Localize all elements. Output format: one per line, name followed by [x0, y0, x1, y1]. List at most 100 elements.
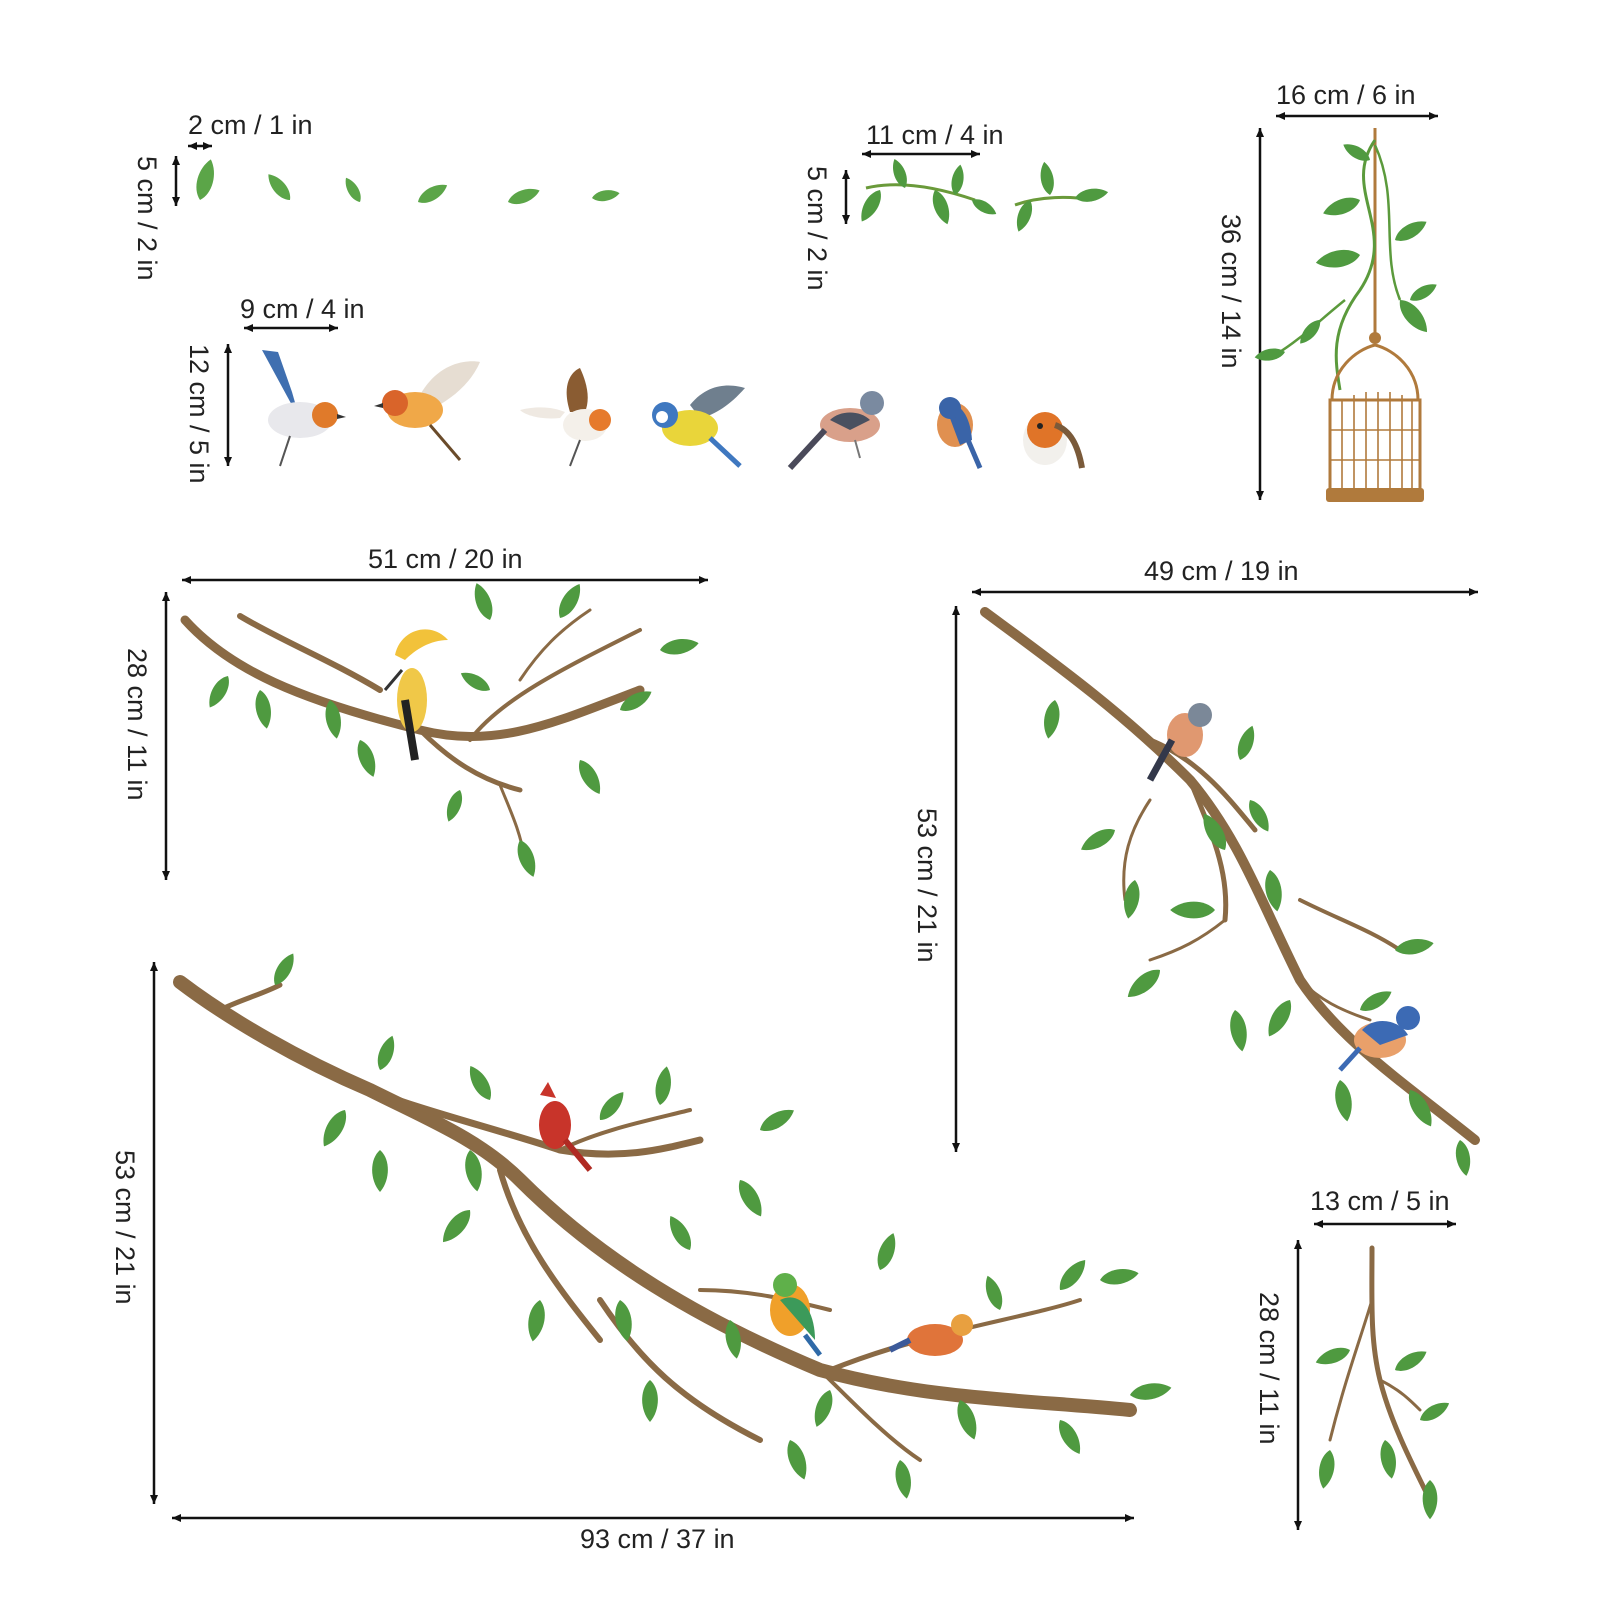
- label-branch-large-height: 53 cm / 21 in: [110, 1150, 140, 1305]
- branch-leaf: [892, 1458, 915, 1500]
- branch-right-decal: [980, 607, 1480, 1178]
- branch-leaf: [573, 756, 606, 798]
- branch-leaf: [1453, 1138, 1474, 1178]
- label-birds-height: 12 cm / 5 in: [184, 344, 214, 484]
- branch-leaf: [756, 1104, 798, 1137]
- small-leaves-set: [192, 157, 621, 208]
- branch-leaf: [981, 1273, 1007, 1313]
- dimension-labels: 2 cm / 1 in 5 cm / 2 in 11 cm / 4 in 5 c…: [110, 80, 1450, 1554]
- bird-blue-tit: [652, 385, 745, 468]
- leaf-decal: [341, 175, 365, 205]
- branch-leaf: [1332, 1078, 1356, 1123]
- label-branch-top-left-height: 28 cm / 11 in: [122, 648, 152, 801]
- branch-leaf: [658, 635, 700, 658]
- bird-blue-flying: [262, 350, 346, 467]
- branch-leaf: [612, 1298, 636, 1343]
- branch-leaf: [353, 737, 381, 780]
- branch-leaf: [1262, 996, 1297, 1041]
- label-small-leaves-width: 2 cm / 1 in: [188, 110, 313, 140]
- vine-leaf: [1391, 215, 1430, 246]
- branch-leaf: [1227, 1008, 1251, 1053]
- branch-leaf: [373, 1033, 399, 1073]
- branch-leaf: [1040, 698, 1063, 740]
- birds-set: [262, 350, 1085, 471]
- label-sprigs-height: 5 cm / 2 in: [802, 166, 832, 291]
- vine-leaf: [1393, 294, 1434, 338]
- vine-leaf: [1320, 193, 1363, 221]
- bird-chaffinch: [787, 391, 884, 471]
- branch-leaf: [1170, 901, 1215, 919]
- bird-rainbow-finch: [770, 1273, 822, 1357]
- leaf-decal: [192, 157, 219, 203]
- bird-bluebird: [937, 397, 983, 469]
- branch-leaf: [873, 1230, 901, 1273]
- leaf-decal: [505, 184, 542, 208]
- branch-leaf: [809, 1387, 837, 1430]
- bird-cardinal: [539, 1082, 593, 1172]
- branch-leaf: [1128, 1379, 1173, 1403]
- bird-robin-wings-up: [520, 368, 611, 467]
- bird-robin-perched: [1023, 412, 1085, 469]
- dimension-lines: [150, 112, 1478, 1530]
- branch-leaf: [1053, 1416, 1086, 1458]
- branch-leaf: [372, 1150, 388, 1192]
- branch-leaf: [464, 1062, 497, 1104]
- branch-leaf: [1356, 985, 1395, 1016]
- leaf-sprigs-set: [855, 157, 1110, 234]
- branch-leaf: [1122, 963, 1166, 1004]
- twig-leaf: [1313, 1343, 1353, 1369]
- branch-leaf: [642, 1380, 658, 1422]
- branch-leaf: [269, 950, 300, 989]
- sprig-leaf: [855, 186, 886, 225]
- branch-leaf: [1233, 723, 1259, 763]
- sprig-leaf: [1073, 185, 1110, 205]
- branch-leaf: [252, 688, 275, 730]
- twig-leaf: [1377, 1438, 1400, 1480]
- branch-leaf: [469, 580, 497, 623]
- sprig-leaf: [1037, 160, 1057, 197]
- branch-leaf: [513, 837, 541, 880]
- birdcage-decal: [1253, 128, 1440, 502]
- branch-large-decal: [173, 950, 1173, 1500]
- branch-leaf: [594, 1087, 629, 1125]
- bird-bluebird-perched: [1338, 1006, 1420, 1072]
- branch-leaf: [1054, 1255, 1091, 1295]
- leaf-decal: [263, 170, 295, 205]
- bird-chaffinch-perched: [1146, 703, 1212, 782]
- twig-decal: [1313, 1245, 1453, 1520]
- label-branch-right-width: 49 cm / 19 in: [1144, 556, 1299, 586]
- bird-redstart: [888, 1314, 973, 1356]
- branch-leaf: [782, 1437, 812, 1483]
- label-branch-right-height: 53 cm / 21 in: [912, 808, 942, 963]
- label-branch-top-left-width: 51 cm / 20 in: [368, 544, 523, 574]
- branch-leaf: [1098, 1265, 1140, 1288]
- vine-leaf: [1253, 346, 1287, 364]
- branch-leaf: [457, 667, 494, 696]
- label-cage-height: 36 cm / 14 in: [1216, 214, 1246, 369]
- branch-top-left-decal: [180, 580, 700, 880]
- branch-leaf: [1077, 823, 1119, 856]
- label-twig-width: 13 cm / 5 in: [1310, 1186, 1450, 1216]
- label-birds-width: 9 cm / 4 in: [240, 294, 365, 324]
- branch-leaf: [203, 672, 234, 711]
- sprig-leaf: [949, 163, 967, 197]
- label-branch-large-width: 93 cm / 37 in: [580, 1524, 735, 1554]
- vine-leaf: [1407, 279, 1440, 306]
- label-cage-width: 16 cm / 6 in: [1276, 80, 1416, 110]
- label-twig-height: 28 cm / 11 in: [1254, 1292, 1284, 1445]
- branch-leaf: [524, 1298, 548, 1343]
- branch-leaf: [436, 1204, 477, 1248]
- branch-leaf: [1244, 796, 1275, 835]
- branch-leaf: [664, 1212, 697, 1254]
- twig-leaf: [1391, 1345, 1430, 1376]
- label-small-leaves-height: 5 cm / 2 in: [132, 156, 162, 281]
- bird-robin-flying: [374, 361, 480, 461]
- leaf-decal: [591, 187, 621, 204]
- branch-leaf: [1393, 935, 1435, 958]
- twig-leaf: [1416, 1397, 1453, 1426]
- twig-leaf: [1315, 1448, 1338, 1490]
- branch-leaf: [733, 1176, 768, 1221]
- bird-hoopoe: [383, 629, 448, 761]
- leaf-decal: [414, 179, 451, 208]
